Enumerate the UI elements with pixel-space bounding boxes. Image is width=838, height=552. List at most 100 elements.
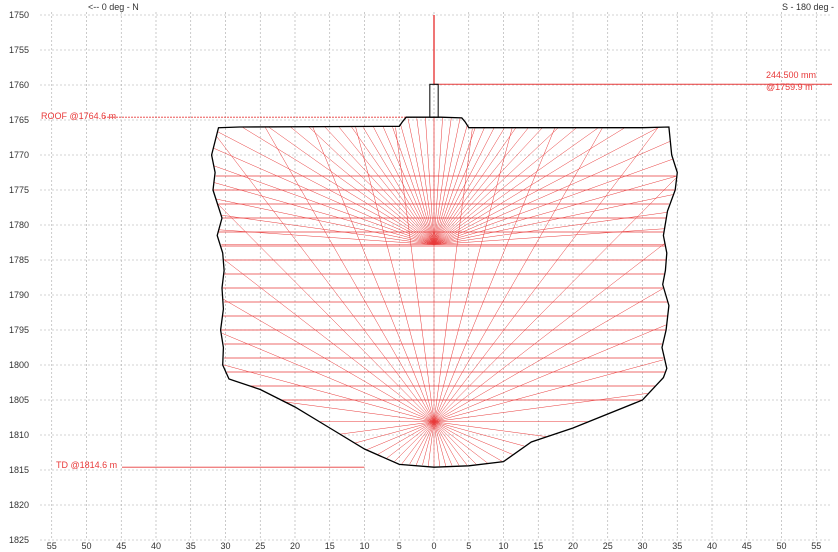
- scan-ray: [433, 421, 460, 466]
- scan-ray: [422, 421, 435, 466]
- scan-ray: [382, 126, 435, 245]
- scan-ray: [433, 127, 485, 245]
- cavity-outline: [210, 116, 678, 468]
- offset-tick-label: 25: [603, 541, 613, 551]
- scan-ray: [433, 421, 468, 466]
- offset-axis-tick-labels: 55 50 45 40 35 30 25 20 15 10 5 0 5 10 15 20 25 30 35 40 45 5…: [47, 541, 822, 551]
- scan-ray: [433, 127, 543, 245]
- depth-tick-label: 1825: [9, 535, 29, 545]
- scan-ray: [433, 421, 548, 437]
- scan-ray: [433, 228, 665, 245]
- scan-ray: [433, 324, 667, 422]
- scan-ray: [223, 364, 435, 422]
- offset-tick-label: 35: [672, 541, 682, 551]
- scan-ray: [433, 194, 674, 245]
- grid: [40, 12, 832, 541]
- offset-tick-label: 10: [498, 541, 508, 551]
- scan-ray: [433, 128, 603, 422]
- scan-ray: [433, 159, 673, 245]
- scan-ray: [400, 124, 435, 245]
- scan-ray: [433, 243, 665, 422]
- horizontal-gridlines: [40, 14, 832, 541]
- scan-ray: [377, 421, 435, 455]
- scan-ray: [433, 128, 513, 422]
- depth-tick-label: 1780: [9, 220, 29, 230]
- right-direction-label: S - 180 deg -: [782, 2, 834, 12]
- offset-tick-label: 35: [186, 541, 196, 551]
- casing-depth-label: @1759.9 m: [766, 82, 813, 92]
- scan-ray: [433, 128, 505, 245]
- scan-ray: [264, 126, 435, 422]
- offset-tick-label: 20: [568, 541, 578, 551]
- scan-ray: [433, 421, 489, 464]
- offset-tick-label: 30: [220, 541, 230, 551]
- depth-tick-label: 1765: [9, 115, 29, 125]
- roof-depth-label: ROOF @1764.6 m: [41, 111, 116, 121]
- scan-ray: [217, 203, 435, 422]
- offset-tick-label: 40: [707, 541, 717, 551]
- depth-axis-tick-labels: 1750 1755 1760 1765 1770 1775 1780 1785 1790 1795…: [9, 10, 29, 545]
- scan-ray: [433, 125, 468, 245]
- vertical-gridlines: [51, 12, 817, 540]
- casing-size-label: 244.500 mm: [766, 70, 816, 80]
- scan-ray: [433, 288, 663, 422]
- depth-tick-label: 1760: [9, 80, 29, 90]
- scan-ray: [433, 421, 513, 455]
- offset-tick-label: 30: [637, 541, 647, 551]
- depth-tick-label: 1785: [9, 255, 29, 265]
- scan-ray: [433, 127, 555, 422]
- scan-ray: [223, 298, 435, 422]
- scan-ray: [214, 182, 435, 245]
- scan-ray: [433, 177, 676, 422]
- scan-ray: [433, 421, 447, 467]
- offset-tick-label: 55: [47, 541, 57, 551]
- scan-ray: [216, 136, 435, 422]
- scan-ray: [222, 333, 435, 422]
- scan-ray: [394, 421, 435, 462]
- scan-ray: [415, 421, 435, 466]
- scan-ray: [269, 127, 435, 245]
- scan-ray: [433, 117, 443, 245]
- scan-ray: [433, 128, 473, 422]
- scan-ray: [373, 126, 435, 245]
- offset-tick-label: 45: [116, 541, 126, 551]
- scan-ray: [433, 127, 495, 245]
- scan-ray: [242, 127, 435, 245]
- scan-ray: [216, 198, 435, 245]
- scan-ray: [433, 118, 461, 245]
- scan-ray: [308, 126, 435, 245]
- scan-ray: [433, 128, 529, 245]
- offset-tick-label: 0: [431, 541, 436, 551]
- scan-ray: [401, 421, 435, 465]
- scan-ray: [367, 421, 435, 450]
- depth-tick-label: 1810: [9, 430, 29, 440]
- scan-ray: [217, 131, 435, 245]
- td-depth-label: TD @1814.6 m: [56, 460, 117, 470]
- scan-ray: [354, 421, 435, 444]
- scan-ray: [425, 117, 435, 245]
- scan-ray: [433, 127, 559, 245]
- depth-tick-label: 1795: [9, 325, 29, 335]
- scan-ray: [324, 126, 435, 245]
- scan-ray: [386, 421, 435, 459]
- scan-ray: [433, 127, 516, 245]
- scan-ray: [433, 127, 659, 422]
- offset-tick-label: 20: [290, 541, 300, 551]
- scan-ray: [427, 421, 435, 467]
- scan-ray: [395, 127, 435, 422]
- scan-ray: [340, 421, 435, 435]
- horizontal-scan-lines: [212, 175, 676, 401]
- depth-tick-label: 1815: [9, 465, 29, 475]
- scan-ray: [339, 127, 435, 245]
- scan-ray: [285, 401, 435, 422]
- offset-tick-label: 55: [811, 541, 821, 551]
- scan-ray: [433, 141, 670, 245]
- scan-ray: [433, 421, 453, 466]
- depth-tick-label: 1775: [9, 185, 29, 195]
- scan-ray: [416, 118, 435, 245]
- depth-tick-label: 1755: [9, 45, 29, 55]
- scan-ray: [433, 128, 476, 245]
- offset-tick-label: 5: [397, 541, 402, 551]
- scan-ray: [433, 127, 659, 245]
